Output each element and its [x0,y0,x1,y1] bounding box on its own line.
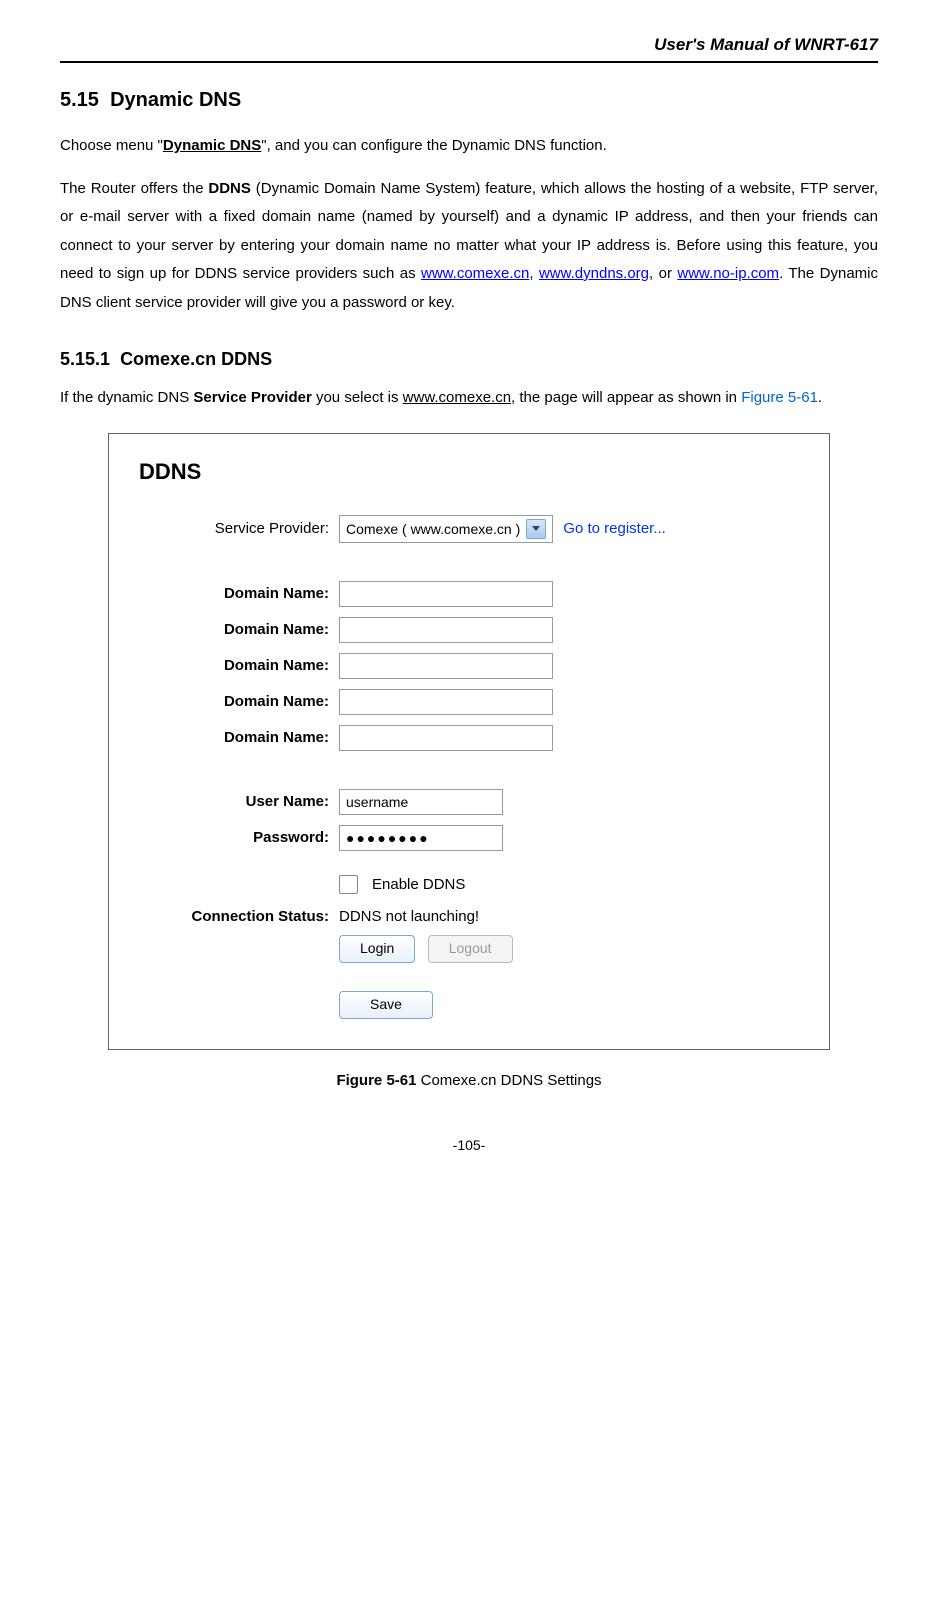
enable-ddns-checkbox[interactable] [339,875,358,894]
para-2: The Router offers the DDNS (Dynamic Doma… [60,175,878,318]
password-row: Password: ●●●●●●●● [139,825,799,851]
ddns-screenshot: DDNS Service Provider: Comexe ( www.come… [108,433,830,1050]
dropdown-icon[interactable] [526,519,546,539]
username-row: User Name: [139,789,799,815]
service-provider-value: Comexe ( www.comexe.cn ) [346,521,520,537]
header-rule [60,61,878,63]
para1-post: ", and you can configure the Dynamic DNS… [261,137,607,154]
domain-label-5: Domain Name: [139,729,339,746]
domain-row-5: Domain Name: [139,725,799,751]
enable-row: Enable DDNS [339,875,799,894]
save-button-row: Save [339,991,799,1019]
username-input[interactable] [339,789,503,815]
figure-ref[interactable]: Figure 5-61 [741,389,818,406]
domain-row-1: Domain Name: [139,581,799,607]
domain-input-3[interactable] [339,653,553,679]
go-to-register-link[interactable]: Go to register... [563,520,666,537]
service-provider-select[interactable]: Comexe ( www.comexe.cn ) [339,515,553,543]
logout-button[interactable]: Logout [428,935,513,963]
domain-row-3: Domain Name: [139,653,799,679]
panel-title: DDNS [139,459,799,485]
para3-t4: . [818,389,822,406]
para2-ddns: DDNS [208,180,251,197]
domain-label-3: Domain Name: [139,657,339,674]
link-noip[interactable]: www.no-ip.com [677,265,779,282]
domain-input-4[interactable] [339,689,553,715]
para1-bold: Dynamic DNS [163,137,261,154]
para2-sep2: , or [649,265,677,282]
connection-status-value: DDNS not launching! [339,908,479,925]
figure-caption-text: Comexe.cn DDNS Settings [416,1072,601,1089]
page: User's Manual of WNRT-617 5.15 Dynamic D… [0,0,938,1173]
para2-t1: The Router offers the [60,180,208,197]
domain-input-2[interactable] [339,617,553,643]
para3-t2: you select is [312,389,403,406]
login-button-row: Login Logout [339,935,799,963]
para3-bold: Service Provider [193,389,311,406]
domain-input-1[interactable] [339,581,553,607]
password-label: Password: [139,829,339,846]
domain-label-2: Domain Name: [139,621,339,638]
enable-ddns-label: Enable DDNS [372,876,465,893]
para3-t1: If the dynamic DNS [60,389,193,406]
para-1: Choose menu "Dynamic DNS", and you can c… [60,132,878,161]
save-button[interactable]: Save [339,991,433,1019]
subsection-title: Comexe.cn DDNS [120,349,272,369]
password-input[interactable]: ●●●●●●●● [339,825,503,851]
username-label: User Name: [139,793,339,810]
page-number: -105- [60,1137,878,1153]
para3-t3: , the page will appear as shown in [511,389,741,406]
service-provider-row: Service Provider: Comexe ( www.comexe.cn… [139,515,799,543]
section-number: 5.15 [60,89,99,111]
doc-header-title: User's Manual of WNRT-617 [60,35,878,55]
subsection-heading: 5.15.1 Comexe.cn DDNS [60,349,878,370]
section-heading: 5.15 Dynamic DNS [60,89,878,112]
figure-caption-number: Figure 5-61 [336,1072,416,1089]
para-3: If the dynamic DNS Service Provider you … [60,384,878,413]
link-dyndns[interactable]: www.dyndns.org [539,265,649,282]
service-provider-label: Service Provider: [139,520,339,537]
connection-status-row: Connection Status: DDNS not launching! [139,908,799,925]
domain-row-2: Domain Name: [139,617,799,643]
subsection-number: 5.15.1 [60,349,110,369]
connection-status-label: Connection Status: [139,908,339,925]
domain-label-4: Domain Name: [139,693,339,710]
figure-caption: Figure 5-61 Comexe.cn DDNS Settings [60,1072,878,1089]
section-title: Dynamic DNS [110,89,241,111]
link-comexe[interactable]: www.comexe.cn [421,265,529,282]
domain-label-1: Domain Name: [139,585,339,602]
para1-pre: Choose menu " [60,137,163,154]
login-button[interactable]: Login [339,935,415,963]
para2-sep1: , [529,265,539,282]
link-comexe-2[interactable]: www.comexe.cn [403,389,511,406]
domain-input-5[interactable] [339,725,553,751]
domain-row-4: Domain Name: [139,689,799,715]
